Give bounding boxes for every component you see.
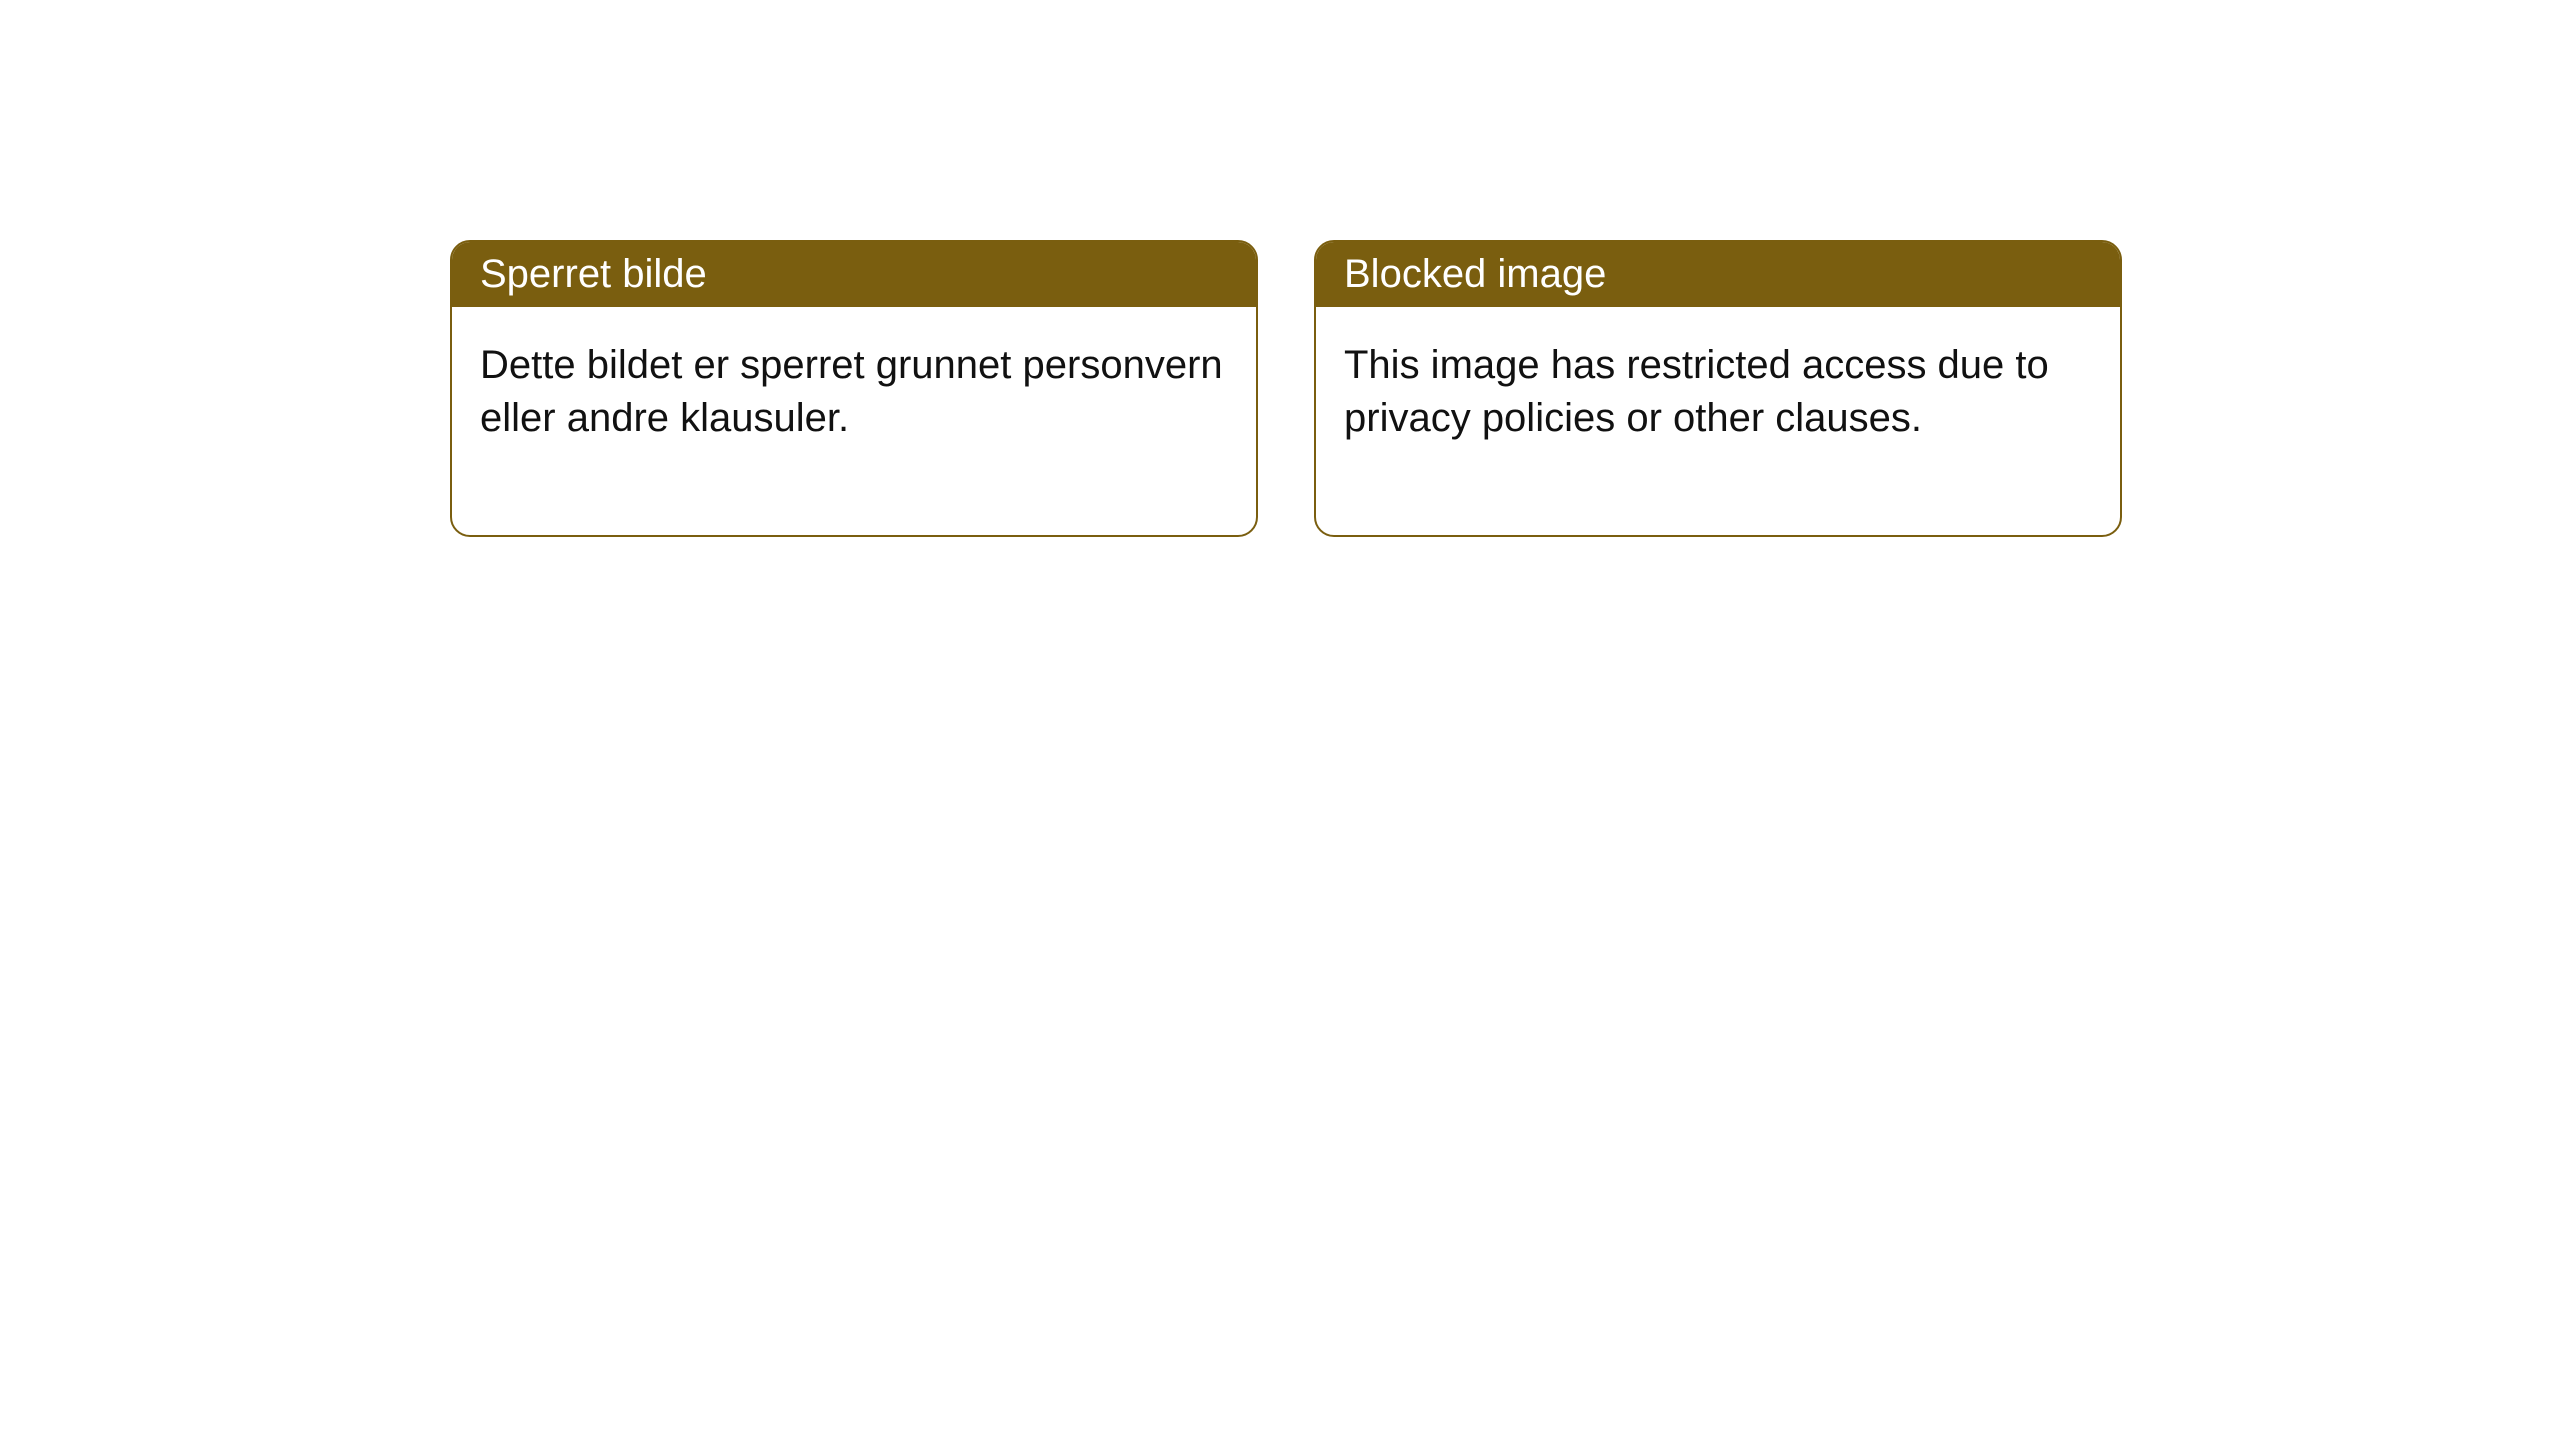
card-header: Sperret bilde [452,242,1256,307]
card-body-text: This image has restricted access due to … [1344,343,2049,440]
card-body: Dette bildet er sperret grunnet personve… [452,307,1256,535]
card-title: Sperret bilde [480,252,707,296]
blocked-image-card-no: Sperret bilde Dette bildet er sperret gr… [450,240,1258,537]
cards-container: Sperret bilde Dette bildet er sperret gr… [450,240,2122,537]
card-body-text: Dette bildet er sperret grunnet personve… [480,343,1223,440]
card-body: This image has restricted access due to … [1316,307,2120,535]
card-header: Blocked image [1316,242,2120,307]
blocked-image-card-en: Blocked image This image has restricted … [1314,240,2122,537]
card-title: Blocked image [1344,252,1606,296]
